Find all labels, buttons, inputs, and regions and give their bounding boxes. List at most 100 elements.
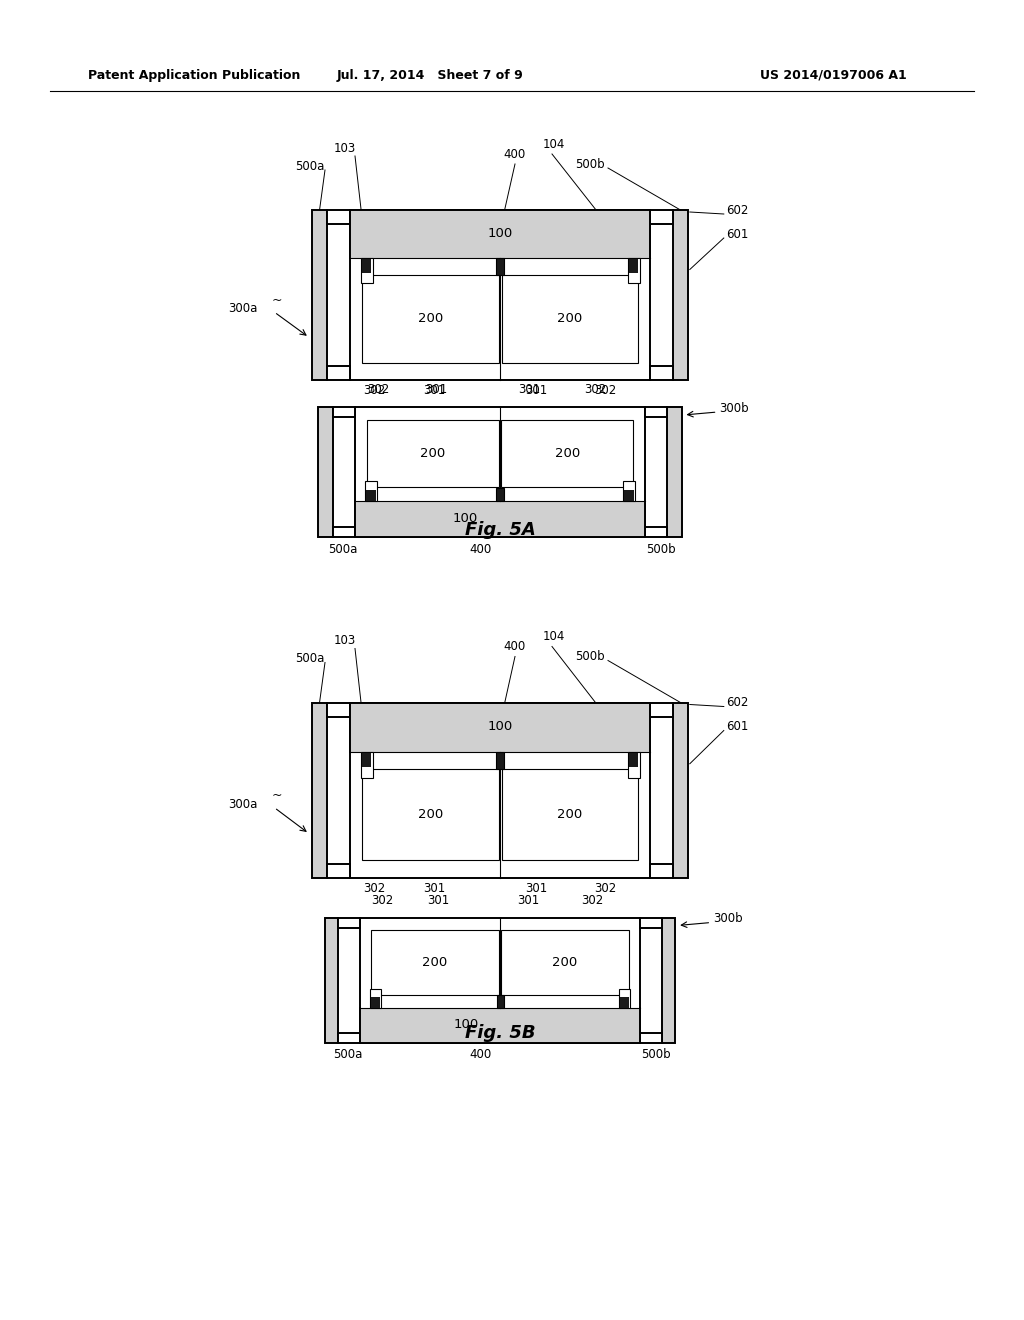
Bar bbox=[629, 259, 638, 273]
Bar bbox=[327, 702, 350, 717]
Bar bbox=[360, 1007, 640, 1043]
Text: 302: 302 bbox=[585, 383, 607, 396]
Bar bbox=[318, 407, 333, 537]
Text: 301: 301 bbox=[525, 384, 547, 397]
Bar bbox=[355, 407, 645, 537]
Bar bbox=[618, 989, 630, 1007]
Text: 100: 100 bbox=[453, 512, 478, 525]
Text: 602: 602 bbox=[726, 697, 749, 710]
Bar bbox=[497, 995, 504, 1007]
Bar bbox=[645, 407, 668, 417]
Bar bbox=[350, 702, 650, 878]
Text: 302: 302 bbox=[372, 894, 393, 907]
Text: 200: 200 bbox=[553, 956, 578, 969]
Text: 302: 302 bbox=[362, 384, 385, 397]
Bar bbox=[621, 997, 629, 1007]
Text: 301: 301 bbox=[425, 383, 447, 396]
Text: 302: 302 bbox=[367, 383, 389, 396]
Text: 302: 302 bbox=[362, 882, 385, 895]
Text: 104: 104 bbox=[543, 631, 565, 644]
Text: 400: 400 bbox=[504, 640, 526, 653]
Text: 601: 601 bbox=[726, 721, 749, 734]
Bar bbox=[673, 702, 688, 878]
Bar bbox=[367, 490, 376, 500]
Text: 601: 601 bbox=[726, 228, 749, 242]
Bar bbox=[650, 210, 673, 223]
Text: 500b: 500b bbox=[575, 158, 605, 172]
Bar bbox=[673, 210, 688, 380]
Bar bbox=[360, 751, 373, 777]
Bar bbox=[327, 863, 350, 878]
Text: 400: 400 bbox=[469, 543, 492, 556]
Bar bbox=[350, 210, 650, 257]
Text: 200: 200 bbox=[418, 808, 442, 821]
Bar bbox=[668, 407, 682, 537]
Text: 301: 301 bbox=[518, 383, 540, 396]
Bar bbox=[502, 931, 629, 995]
Bar bbox=[502, 275, 638, 363]
Bar bbox=[312, 210, 327, 380]
Text: 300a: 300a bbox=[227, 797, 257, 810]
Bar bbox=[650, 863, 673, 878]
Text: Fig. 5A: Fig. 5A bbox=[465, 521, 536, 539]
Bar bbox=[628, 751, 640, 777]
Bar bbox=[312, 702, 327, 878]
Bar bbox=[502, 420, 634, 487]
Bar bbox=[327, 367, 350, 380]
Text: 301: 301 bbox=[517, 894, 539, 907]
Text: 103: 103 bbox=[334, 635, 356, 648]
Bar bbox=[640, 1032, 662, 1043]
Text: 300b: 300b bbox=[714, 912, 742, 925]
Bar bbox=[502, 770, 638, 859]
Bar bbox=[370, 989, 381, 1007]
Bar bbox=[355, 500, 645, 537]
Bar bbox=[371, 931, 499, 995]
Text: 301: 301 bbox=[427, 894, 450, 907]
Bar bbox=[645, 527, 668, 537]
Bar bbox=[497, 487, 504, 500]
Bar bbox=[629, 752, 638, 767]
Text: 200: 200 bbox=[557, 808, 583, 821]
Text: 400: 400 bbox=[504, 148, 526, 161]
Bar bbox=[497, 751, 504, 770]
Text: Fig. 5B: Fig. 5B bbox=[465, 1024, 536, 1041]
Bar bbox=[650, 367, 673, 380]
Text: 500b: 500b bbox=[646, 543, 676, 556]
Text: 500a: 500a bbox=[295, 652, 325, 665]
Bar bbox=[624, 480, 635, 500]
Text: 100: 100 bbox=[454, 1019, 479, 1031]
Bar bbox=[350, 702, 650, 751]
Text: 301: 301 bbox=[423, 384, 445, 397]
Bar bbox=[361, 752, 372, 767]
Text: 500a: 500a bbox=[329, 543, 357, 556]
Text: 200: 200 bbox=[420, 447, 445, 461]
Text: 302: 302 bbox=[582, 894, 603, 907]
Bar bbox=[662, 917, 675, 1043]
Text: ~: ~ bbox=[272, 789, 283, 801]
Bar bbox=[362, 770, 499, 859]
Text: 300b: 300b bbox=[720, 403, 750, 414]
Text: 103: 103 bbox=[334, 143, 356, 154]
Text: 200: 200 bbox=[555, 447, 580, 461]
Text: 500b: 500b bbox=[575, 651, 605, 664]
Text: 500a: 500a bbox=[295, 160, 325, 173]
Bar bbox=[333, 407, 355, 417]
Text: US 2014/0197006 A1: US 2014/0197006 A1 bbox=[760, 69, 906, 82]
Text: 400: 400 bbox=[469, 1048, 492, 1061]
Text: 302: 302 bbox=[594, 384, 616, 397]
Bar bbox=[362, 275, 499, 363]
Bar bbox=[339, 917, 360, 928]
Text: 500b: 500b bbox=[641, 1048, 671, 1061]
Bar bbox=[360, 257, 373, 282]
Bar bbox=[367, 420, 499, 487]
Bar bbox=[327, 210, 350, 223]
Bar bbox=[371, 997, 380, 1007]
Text: 602: 602 bbox=[726, 205, 749, 216]
Text: 301: 301 bbox=[525, 882, 547, 895]
Bar bbox=[650, 702, 673, 717]
Bar bbox=[333, 527, 355, 537]
Text: 500a: 500a bbox=[334, 1048, 362, 1061]
Text: 302: 302 bbox=[594, 882, 616, 895]
Bar bbox=[360, 917, 640, 1043]
Text: Patent Application Publication: Patent Application Publication bbox=[88, 69, 300, 82]
